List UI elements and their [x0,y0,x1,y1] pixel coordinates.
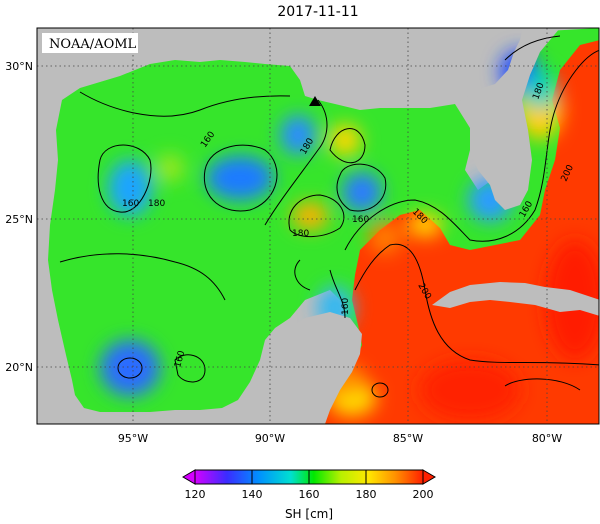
yucatan-land [258,312,362,424]
contour-label: 160 [352,215,369,225]
map-title: 2017-11-11 [277,4,358,20]
lon-label: 85°W [393,432,423,445]
lat-label: 20°N [5,361,33,374]
map-frame [36,27,600,425]
lat-label: 30°N [5,60,33,73]
lon-label: 80°W [532,432,562,445]
florida-land [455,28,560,210]
contour-lines [59,35,599,398]
station-marker-icon [309,96,321,106]
caribbean-water [325,40,599,424]
map-area: 160 160 180 180 160 160 180 180 200 200 … [37,28,599,424]
lon-label: 95°W [118,432,148,445]
colorbar-tick: 200 [413,488,434,501]
map-gridlines [37,28,599,424]
contour-label: 180 [148,199,165,209]
colorbar-tick: 180 [356,488,377,501]
credit-label: NOAA/AOML [49,37,137,52]
lat-label: 25°N [5,213,33,226]
colorbar-high-arrow [422,469,436,485]
colorbar-tick: 160 [299,488,320,501]
colorbar-low-arrow [182,469,196,485]
contour-label: 160 [341,298,351,315]
contour-label: 160 [173,349,187,368]
colorbar-tick: 140 [242,488,263,501]
colorbar: 120 140 160 180 200 SH [cm] [182,469,436,521]
contour-label: 180 [292,229,309,239]
contour-label: 160 [122,199,139,209]
colorbar-label: SH [cm] [285,507,333,521]
lon-label: 90°W [255,432,285,445]
cuba-land [432,282,599,316]
credit-box [42,33,138,53]
colorbar-tick: 120 [185,488,206,501]
